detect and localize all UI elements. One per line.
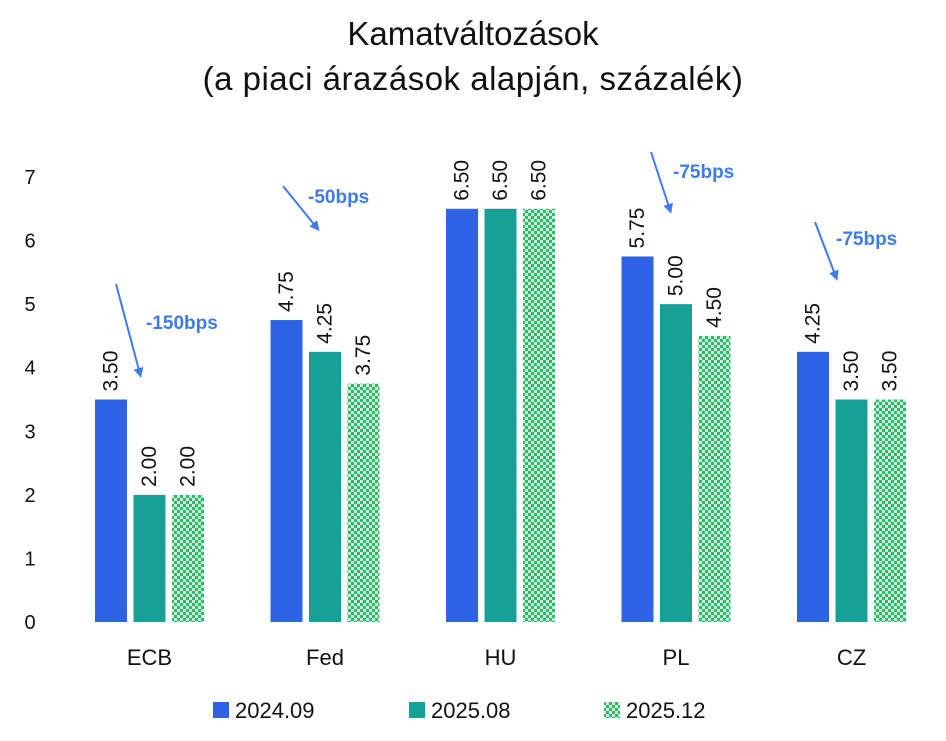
annotation-arrow: [814, 221, 839, 281]
y-axis: 0 1 2 3 4 5 6 7: [24, 167, 35, 634]
bar-value-label: 6.50: [451, 160, 474, 201]
legend-label: 2025.12: [626, 698, 706, 723]
bar-value-label: 3.50: [840, 351, 863, 392]
chart-title: Kamatváltozások: [347, 15, 599, 52]
annotation-label: -50bps: [308, 187, 369, 208]
annotation-arrow: [282, 185, 320, 232]
bar-hu-2025-12: [523, 208, 555, 623]
x-category-label: CZ: [837, 645, 866, 670]
bar-cz-2025-12: [874, 399, 906, 622]
bar-value-label: 3.50: [879, 351, 902, 392]
legend-swatch: [604, 702, 620, 718]
bar-value-label: 2.00: [138, 446, 161, 487]
legend-label: 2025.08: [431, 698, 511, 723]
bar-pl-2024-09: [621, 256, 654, 622]
bar-pl-2025-08: [660, 304, 692, 622]
y-tick-label: 4: [24, 358, 35, 380]
bar-value-label: 2.00: [177, 446, 200, 487]
legend-swatch: [409, 702, 425, 718]
x-axis: ECB Fed HU PL CZ: [127, 645, 866, 670]
bar-value-label: 4.25: [314, 303, 337, 344]
y-tick-label: 7: [24, 167, 35, 189]
y-tick-label: 3: [24, 421, 35, 443]
chart-subtitle: (a piaci árazások alapján, százalék): [202, 60, 744, 97]
bar-value-label: 4.75: [275, 271, 298, 312]
bar-value-label: 4.25: [802, 303, 825, 344]
bar-value-label: 3.75: [352, 335, 375, 376]
y-tick-label: 5: [24, 294, 35, 316]
bar-cz-2025-08: [835, 399, 868, 622]
bar-ecb-2025-12: [172, 494, 204, 622]
bar-value-label: 4.50: [703, 287, 726, 328]
bars: 3.50 2.00 2.00 4.75 4.25 3.75 6.50 6.50 6.50 5.75…: [95, 160, 906, 623]
bar-value-label: 6.50: [489, 160, 512, 201]
y-tick-label: 0: [24, 612, 35, 634]
bar-fed-2025-08: [309, 351, 341, 622]
legend-swatch: [213, 702, 229, 718]
x-category-label: Fed: [306, 645, 344, 670]
y-tick-label: 1: [24, 548, 35, 570]
bar-ecb-2025-08: [133, 494, 166, 622]
bar-value-label: 5.75: [626, 208, 649, 249]
x-category-label: HU: [485, 645, 517, 670]
bar-value-label: 3.50: [100, 351, 123, 392]
annotation-label: -75bps: [673, 162, 734, 183]
annotation-label: -150bps: [146, 313, 218, 334]
y-tick-label: 6: [24, 231, 35, 253]
bar-ecb-2024-09: [95, 399, 127, 622]
legend: 2024.09 2025.08 2025.12: [213, 698, 706, 723]
bar-pl-2025-12: [698, 335, 731, 622]
y-tick-label: 2: [24, 485, 35, 507]
x-category-label: ECB: [127, 645, 172, 670]
bar-fed-2024-09: [270, 320, 303, 622]
legend-label: 2024.09: [235, 698, 315, 723]
bar-cz-2024-09: [797, 351, 829, 622]
x-category-label: PL: [663, 645, 690, 670]
annotation-label: -75bps: [836, 229, 897, 250]
annotation-arrow: [650, 151, 673, 214]
annotations: -150bps -50bps -75bps -75bps: [115, 151, 897, 378]
bar-hu-2024-09: [446, 208, 478, 623]
bar-value-label: 6.50: [528, 160, 551, 201]
bar-value-label: 5.00: [665, 255, 688, 296]
bar-hu-2025-08: [484, 208, 517, 623]
annotation-arrow: [115, 283, 144, 378]
bar-fed-2025-12: [347, 383, 380, 622]
